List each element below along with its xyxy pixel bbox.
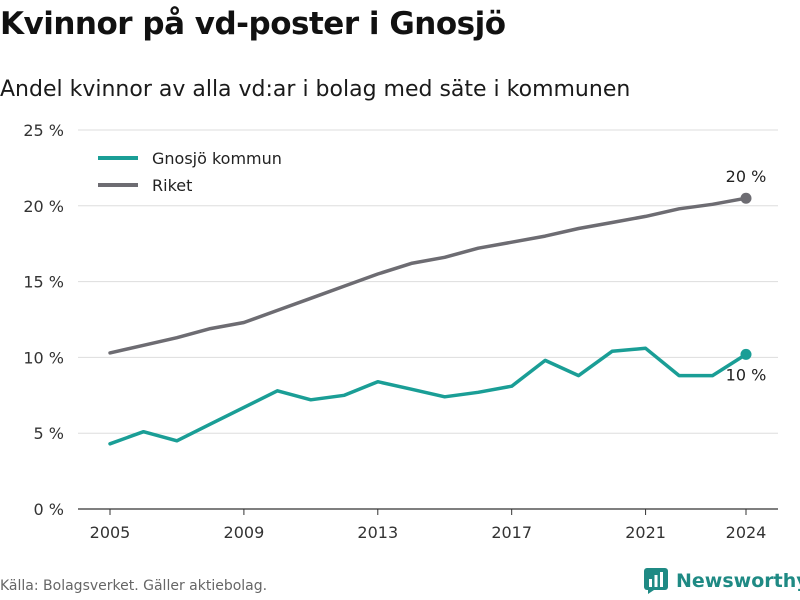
x-tick-label: 2009 <box>224 523 265 542</box>
newsworthy-logo-icon <box>644 568 668 594</box>
y-tick-label: 10 % <box>23 348 64 367</box>
x-tick-label: 2021 <box>625 523 666 542</box>
series-line-riket <box>108 196 748 355</box>
x-axis: 2005 2009 2013 2017 2021 2024 <box>90 509 767 542</box>
legend: Gnosjö kommun Riket <box>98 149 282 195</box>
gridlines <box>78 129 778 510</box>
chart-subtitle: Andel kvinnor av alla vd:ar i bolag med … <box>0 77 631 102</box>
series-end-point <box>740 192 752 204</box>
chart-title: Kvinnor på vd-poster i Gnosjö <box>0 6 506 42</box>
series-layer <box>108 192 752 446</box>
y-tick-label: 5 % <box>34 424 64 443</box>
series-line-gnosj-kommun <box>108 346 748 446</box>
y-tick-label: 25 % <box>23 121 64 140</box>
brand-name: Newsworthy <box>676 570 800 592</box>
legend-label: Gnosjö kommun <box>152 149 282 168</box>
series-end-point <box>740 348 752 360</box>
legend-label: Riket <box>152 176 192 195</box>
y-tick-label: 20 % <box>23 197 64 216</box>
x-tick-label: 2017 <box>491 523 532 542</box>
series-end-label: 20 % <box>726 167 767 186</box>
x-tick-label: 2005 <box>90 523 131 542</box>
y-tick-label: 15 % <box>23 273 64 292</box>
series-end-label: 10 % <box>726 365 767 384</box>
x-tick-label: 2024 <box>726 523 767 542</box>
y-tick-label: 0 % <box>34 500 64 519</box>
x-tick-label: 2013 <box>357 523 398 542</box>
brand[interactable]: Newsworthy <box>644 568 800 594</box>
end-labels: 10 % 20 % <box>726 167 767 384</box>
source-note: Källa: Bolagsverket. Gäller aktiebolag. <box>0 578 268 594</box>
y-axis: 0 % 5 % 10 % 15 % 20 % 25 % <box>23 121 64 519</box>
